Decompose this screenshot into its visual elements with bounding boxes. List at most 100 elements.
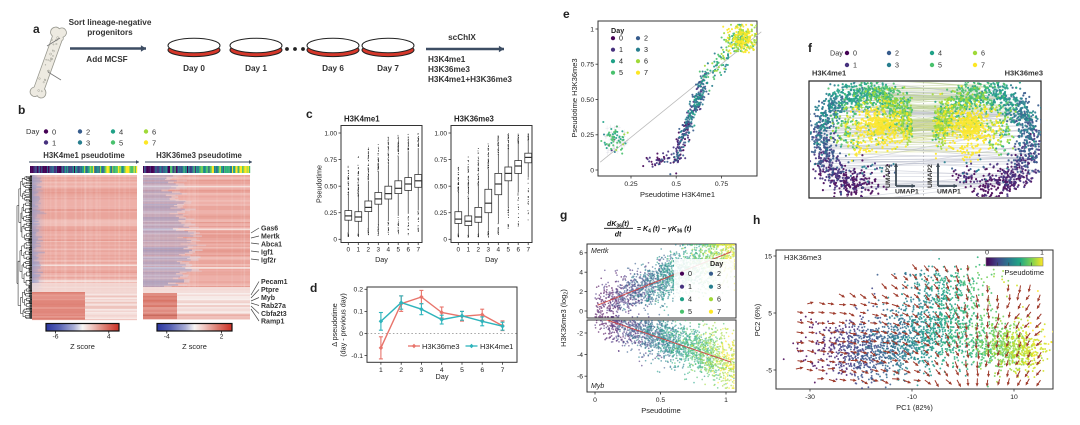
svg-text:Day 1: Day 1 — [245, 64, 267, 73]
svg-text:0: 0 — [579, 308, 583, 315]
svg-text:15: 15 — [764, 253, 772, 260]
svg-text:1: 1 — [379, 367, 383, 374]
svg-text:H3K4me1: H3K4me1 — [480, 342, 513, 351]
svg-text:Pseudotime: Pseudotime — [315, 165, 324, 203]
svg-text:4: 4 — [119, 128, 123, 137]
svg-text:Rab27a: Rab27a — [261, 303, 286, 310]
svg-text:4: 4 — [619, 57, 623, 66]
svg-text:1: 1 — [357, 247, 361, 254]
svg-text:a: a — [33, 22, 40, 36]
svg-text:6: 6 — [480, 367, 484, 374]
svg-text:2: 2 — [86, 128, 90, 137]
svg-text:3: 3 — [717, 282, 721, 291]
svg-text:PC2 (6%): PC2 (6%) — [753, 303, 762, 336]
svg-text:2: 2 — [399, 367, 403, 374]
svg-text:H3K36me3: H3K36me3 — [1005, 69, 1043, 78]
svg-text:3: 3 — [86, 139, 90, 148]
svg-text:3: 3 — [486, 247, 490, 254]
svg-text:Day: Day — [830, 49, 843, 58]
svg-text:-4: -4 — [577, 352, 583, 359]
svg-text:1.00: 1.00 — [324, 130, 337, 137]
svg-text:d: d — [310, 281, 317, 295]
svg-text:0.25: 0.25 — [434, 210, 447, 217]
svg-text:g: g — [560, 208, 567, 222]
svg-text:10: 10 — [1010, 394, 1018, 401]
svg-text:UMAP1: UMAP1 — [937, 189, 961, 196]
svg-text:Gas6: Gas6 — [261, 226, 278, 233]
svg-text:0.50: 0.50 — [324, 183, 337, 190]
svg-text:0.5: 0.5 — [672, 181, 682, 188]
svg-text:H3K4me1+H3K36me3: H3K4me1+H3K36me3 — [428, 75, 512, 84]
svg-text:1: 1 — [1040, 250, 1044, 257]
svg-text:-6: -6 — [52, 334, 58, 341]
svg-text:3: 3 — [895, 61, 899, 70]
svg-text:progenitors: progenitors — [87, 28, 133, 37]
svg-text:6: 6 — [644, 57, 648, 66]
svg-text:7: 7 — [717, 307, 721, 316]
svg-text:0: 0 — [593, 397, 597, 404]
svg-text:Cbfa2t3: Cbfa2t3 — [261, 311, 287, 318]
svg-text:0.50: 0.50 — [434, 183, 447, 190]
svg-text:-30: -30 — [805, 394, 815, 401]
svg-text:3: 3 — [376, 247, 380, 254]
svg-text:0.50: 0.50 — [581, 97, 594, 104]
svg-text:h: h — [753, 213, 760, 227]
svg-text:UMAP1: UMAP1 — [895, 189, 919, 196]
svg-text:3: 3 — [644, 45, 648, 54]
svg-text:-2: -2 — [577, 330, 583, 337]
svg-text:5: 5 — [396, 247, 400, 254]
svg-text:5: 5 — [768, 310, 772, 317]
svg-text:2: 2 — [644, 34, 648, 43]
svg-text:0.5: 0.5 — [656, 397, 666, 404]
svg-text:b: b — [18, 103, 25, 117]
svg-text:Mertk: Mertk — [591, 248, 609, 255]
svg-text:Myb: Myb — [261, 295, 275, 302]
svg-text:1.00: 1.00 — [434, 130, 447, 137]
svg-text:5: 5 — [119, 139, 123, 148]
svg-text:0: 0 — [619, 34, 623, 43]
svg-text:0: 0 — [590, 167, 594, 174]
svg-text:0: 0 — [347, 247, 351, 254]
svg-text:e: e — [563, 7, 570, 21]
svg-text:4: 4 — [579, 270, 583, 277]
svg-text:Igf2r: Igf2r — [261, 258, 276, 265]
svg-text:0.75: 0.75 — [434, 157, 447, 164]
svg-text:Day 6: Day 6 — [322, 64, 344, 73]
svg-text:5: 5 — [460, 367, 464, 374]
svg-text:0.25: 0.25 — [624, 181, 637, 188]
svg-text:= K4 (t) − γK36 (t): = K4 (t) − γK36 (t) — [637, 226, 692, 235]
svg-text:5: 5 — [619, 68, 623, 77]
svg-text:1: 1 — [853, 61, 857, 70]
svg-text:6: 6 — [981, 49, 985, 58]
svg-text:2: 2 — [476, 247, 480, 254]
svg-text:H3K4me1: H3K4me1 — [344, 115, 380, 124]
svg-text:Pseudotime: Pseudotime — [641, 406, 681, 415]
svg-text:0: 0 — [853, 49, 857, 58]
svg-text:Ramp1: Ramp1 — [261, 319, 284, 326]
svg-text:H3K36me3: H3K36me3 — [428, 65, 470, 74]
svg-text:5: 5 — [938, 61, 942, 70]
svg-text:0: 0 — [985, 250, 989, 257]
svg-text:2: 2 — [579, 289, 583, 296]
svg-text:0: 0 — [359, 331, 363, 338]
svg-text:2: 2 — [366, 247, 370, 254]
svg-text:PC1 (82%): PC1 (82%) — [896, 403, 933, 412]
svg-text:0: 0 — [688, 269, 692, 278]
svg-text:Day: Day — [26, 127, 40, 136]
svg-text:0.25: 0.25 — [581, 132, 594, 139]
svg-text:H3K4me1: H3K4me1 — [812, 69, 846, 78]
svg-text:Myb: Myb — [591, 383, 604, 390]
svg-text:Pecam1: Pecam1 — [261, 279, 288, 286]
svg-text:2: 2 — [895, 49, 899, 58]
svg-text:4: 4 — [496, 247, 500, 254]
svg-text:Day: Day — [710, 259, 723, 268]
svg-text:Sort lineage-negative: Sort lineage-negative — [69, 18, 152, 27]
svg-text:0.75: 0.75 — [715, 181, 728, 188]
svg-text:H3K36me3 pseudotime: H3K36me3 pseudotime — [156, 151, 242, 160]
svg-text:0: 0 — [52, 128, 56, 137]
svg-text:dK36(t): dK36(t) — [607, 221, 630, 230]
svg-text:0.25: 0.25 — [324, 210, 337, 217]
svg-text:2: 2 — [717, 269, 721, 278]
svg-text:-4: -4 — [164, 334, 170, 341]
svg-text:7: 7 — [644, 68, 648, 77]
